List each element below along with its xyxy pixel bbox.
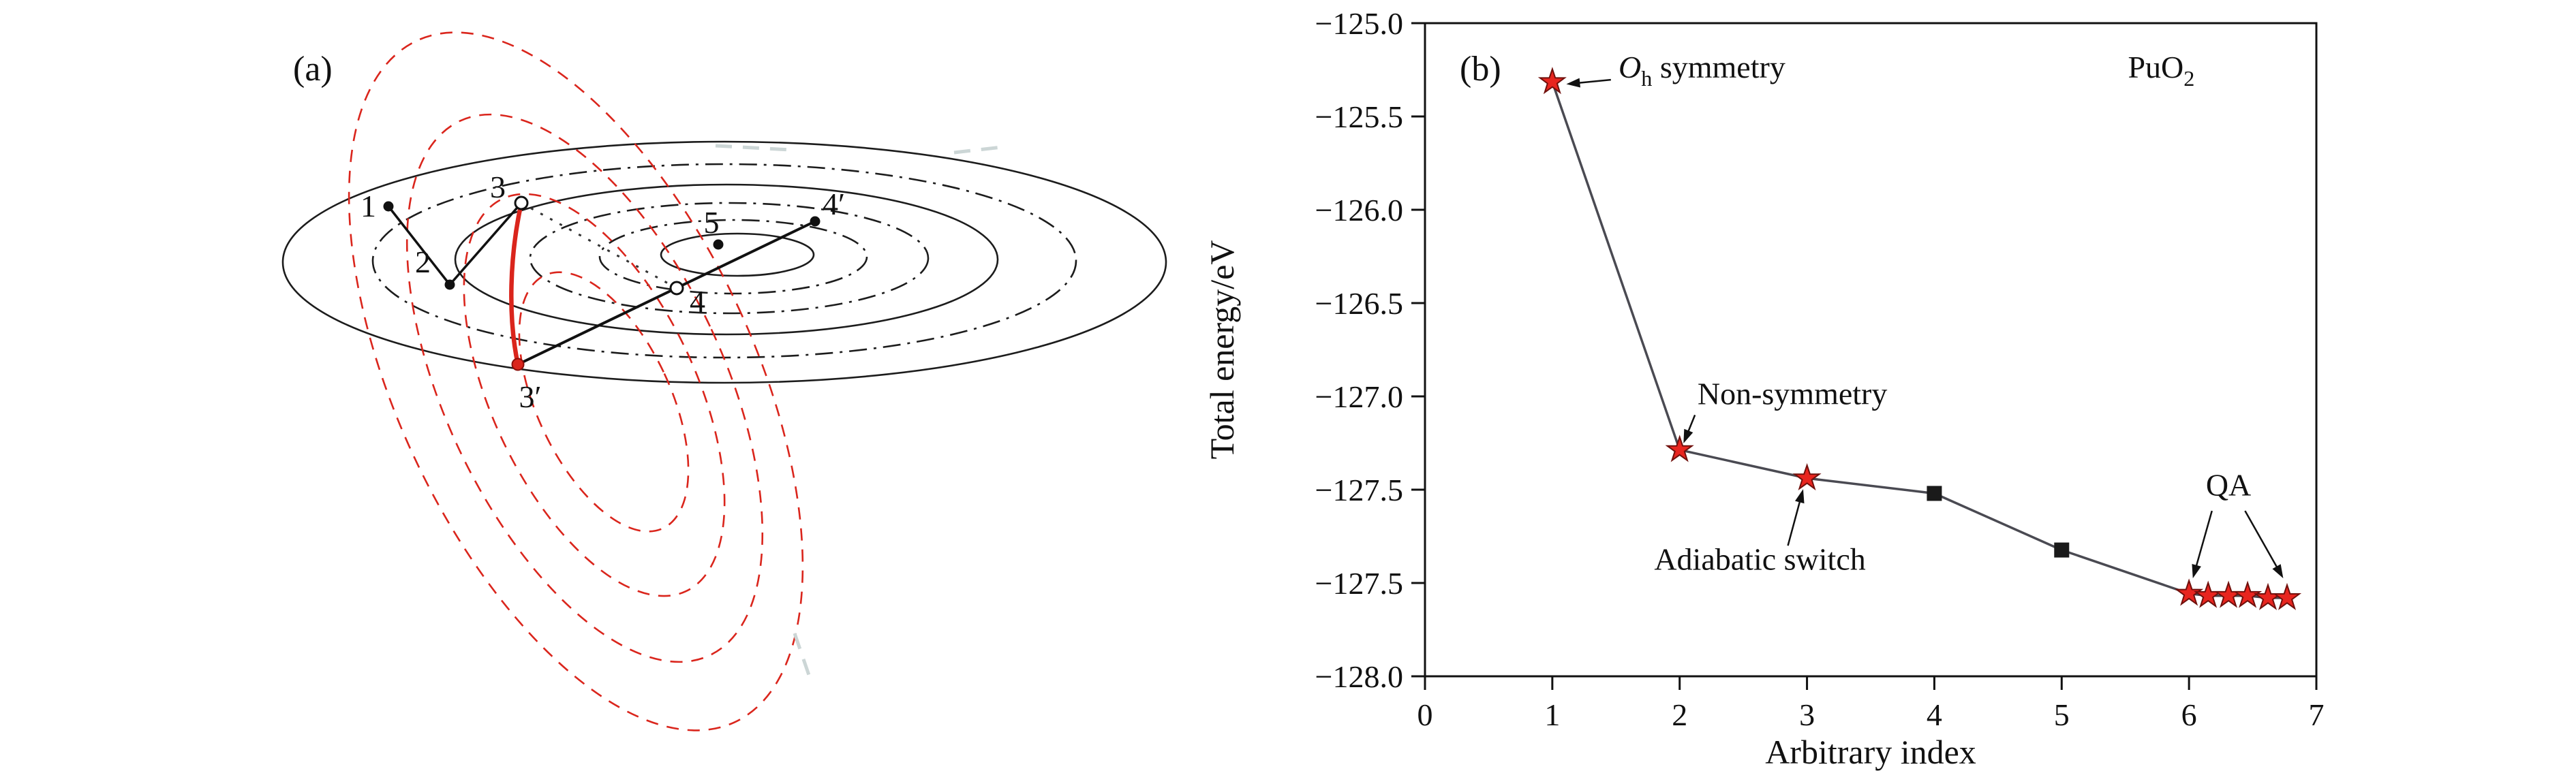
plot-border [1424,22,2318,678]
red-ellipse-2 [405,113,764,663]
x-tick-label: 4 [1927,697,1942,732]
point-label-5: 5 [704,205,720,240]
transition-paths [387,202,816,366]
diagram-point-labels: 1 2 3 3′ 4 5 4′ [361,170,845,414]
annotation-arrow [1787,498,1802,546]
path-3-4-dotted [521,202,677,289]
energy-line [1551,81,2288,599]
y-tick-label: −127.5 [1315,566,1403,601]
pale-segment-1 [715,144,791,152]
pale-segment-2 [953,145,1002,155]
marker-star [2214,580,2243,608]
point-1 [383,201,394,212]
x-tick-label: 7 [2309,697,2325,732]
marker-star [2194,580,2223,608]
point-label-4prime: 4′ [823,187,845,221]
y-tick-label: −128.0 [1315,659,1403,694]
point-4 [669,281,684,296]
annotation-qa: QA [2206,468,2251,503]
point-label-1: 1 [361,189,376,223]
black-ellipse-3 [454,183,999,336]
annotation-oh-symmetry: Oh symmetry [1619,50,1785,91]
annotation-arrow [1576,78,1611,84]
marker-star [2175,578,2204,606]
x-axis-title: Arbitrary index [1765,733,1976,771]
red-ellipse-inner [518,271,690,533]
annotation-adiabatic-switch: Adiabatic switch [1654,541,1865,576]
point-5 [713,239,724,250]
black-ellipse-outer [281,140,1167,384]
panel-b-chart: (b) −125.0 −125.5 −126.0 −126.5 −127.0 −127.5… [1203,6,2325,771]
point-2 [444,279,455,290]
panel-a-letter: (a) [293,50,333,89]
x-tick-label: 0 [1417,697,1433,732]
point-3prime [511,358,525,371]
annotation-formula-puo2: PuO2 [2128,50,2194,91]
point-label-4: 4 [690,284,705,319]
black-ellipse-inner [660,232,815,277]
black-ellipse-2 [371,163,1077,359]
y-tick-label: −125.0 [1315,6,1403,41]
annotation-arrowhead [1794,489,1805,504]
marker-square [2054,542,2070,558]
annotation-arrowhead [1683,428,1693,443]
annotation-non-symmetry: Non-symmetry [1698,376,1888,411]
marker-star [1537,67,1567,95]
panel-b-letter: (b) [1460,50,1501,89]
annotation-arrow [2194,510,2213,570]
path-3prime-4prime [517,220,816,366]
marker-star [1792,462,1822,491]
x-tick-label: 5 [2054,697,2070,732]
marker-star [1665,435,1694,462]
x-tick-label: 1 [1544,697,1560,732]
y-axis-title: Total energy/eV [1203,240,1241,460]
annotation-arrowhead [1566,78,1580,88]
path-3-3prime-red [509,202,524,365]
marker-star [2273,582,2302,610]
pale-segments [715,144,1002,682]
point-label-3: 3 [490,170,506,204]
red-orbit-ellipses [348,31,804,731]
y-tick-label: −127.0 [1315,379,1403,414]
diagram-points [383,195,821,371]
black-ellipse-4 [529,202,930,315]
marker-star [2253,582,2283,610]
annotation-arrow [2244,510,2280,571]
x-tick-label: 3 [1799,697,1815,732]
point-4prime [810,216,821,227]
annotation-arrowhead [2192,563,2201,579]
y-tick-label: −125.5 [1315,99,1403,134]
marker-star [2233,580,2263,608]
red-ellipse-outer [348,31,804,731]
panel-a-diagram: 1 2 3 3′ 4 5 4′ (a) [281,31,1167,731]
y-tick-label: −126.0 [1315,193,1403,227]
pale-segment-3 [793,633,813,682]
point-label-3prime: 3′ [519,379,541,414]
path-1-2 [387,205,451,286]
point-label-2: 2 [415,244,431,279]
marker-square [1927,486,1942,501]
black-ellipse-5 [598,219,868,295]
annotation-arrowhead [2272,564,2284,579]
x-tick-label: 6 [2181,697,2197,732]
path-2-3 [448,202,523,286]
point-3 [514,195,529,210]
y-tick-label: −126.5 [1315,286,1403,321]
x-tick-label: 2 [1672,697,1687,732]
y-tick-label: −127.5 [1315,473,1403,507]
red-ellipse-3 [463,193,726,597]
